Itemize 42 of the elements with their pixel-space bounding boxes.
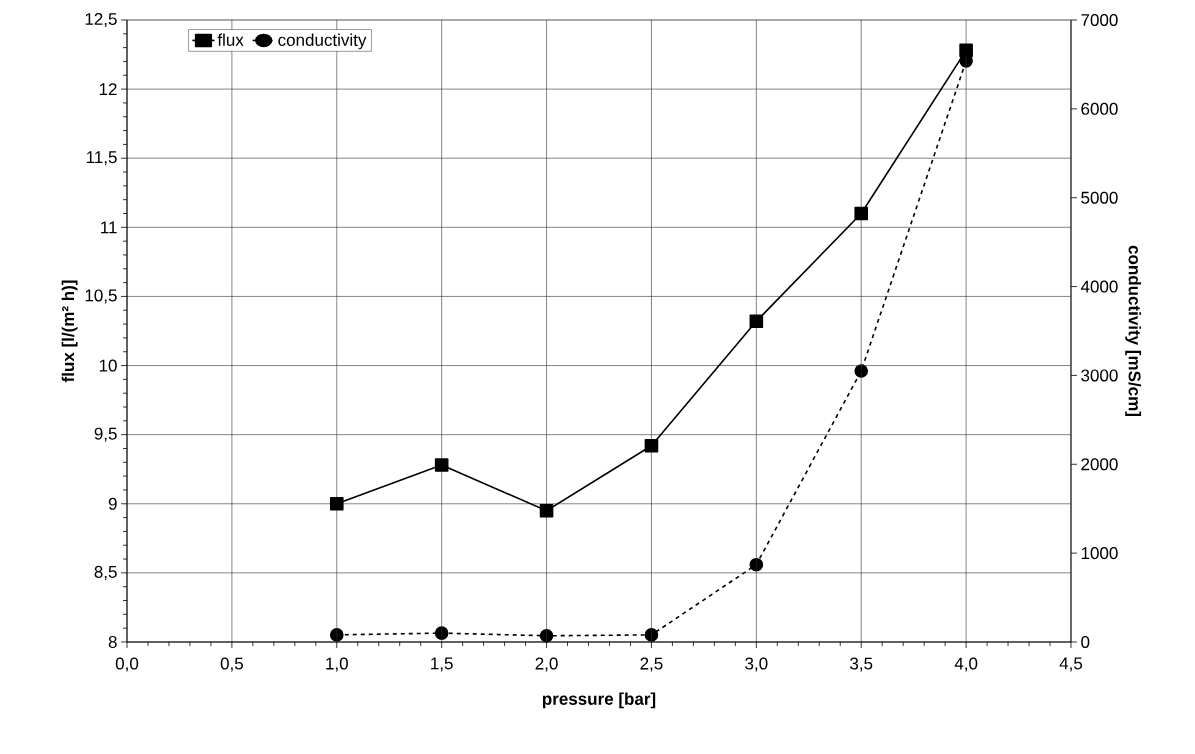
x-tick-label: 3,0 — [745, 657, 768, 672]
y2-tick-label: 4000 — [1080, 280, 1118, 293]
y2-tick-label: 5000 — [1081, 191, 1118, 204]
y-axis-title: flux [l/(m² h)] — [61, 280, 78, 383]
y-tick-label: 12,5 — [85, 12, 117, 28]
y-tick-label: 9 — [108, 497, 117, 510]
x-tick-label: 0,5 — [220, 657, 243, 672]
y2-tick-label: 1000 — [1081, 547, 1118, 560]
y-tick-label: 12 — [99, 83, 117, 96]
point — [749, 557, 764, 572]
y2-tick-label: 2000 — [1081, 458, 1118, 471]
y-tick-label: 8,5 — [94, 565, 117, 580]
y2-tick-label: 6000 — [1081, 102, 1118, 115]
point — [854, 206, 869, 221]
x-tick-label: 1,0 — [326, 657, 348, 672]
point — [329, 628, 344, 642]
point — [644, 438, 659, 453]
y2-tick-label: 0 — [1081, 635, 1090, 649]
point — [434, 458, 449, 472]
point — [329, 496, 344, 511]
x-tick-label: 0,0 — [115, 657, 139, 672]
y-tick-label: 8 — [108, 635, 117, 649]
point — [749, 314, 764, 329]
x-tick-label: 1,5 — [431, 657, 453, 672]
y2-axis-title: conductivity [mS/cm] — [1125, 245, 1142, 416]
y-tick-label: 9,5 — [94, 427, 117, 442]
x-tick-label: 2,0 — [535, 657, 558, 672]
y-tick-label: 10,5 — [85, 289, 117, 304]
y-tick-label: 11 — [101, 221, 117, 234]
y2-tick-label: 7000 — [1081, 13, 1118, 27]
x-tick-label: 3,5 — [850, 657, 873, 672]
y2-tick-label: 3000 — [1081, 369, 1118, 382]
y-tick-label: 11,5 — [86, 151, 117, 166]
legend-label: conductivity — [278, 33, 367, 50]
point — [959, 43, 973, 58]
x-axis-title: pressure [bar] — [542, 692, 656, 709]
x-tick-label: 4,5 — [1059, 657, 1083, 672]
point — [539, 503, 554, 518]
x-tick-label: 4,0 — [954, 657, 978, 672]
y-tick-label: 10 — [99, 359, 117, 372]
x-tick-label: 2,5 — [640, 657, 663, 672]
legend-label: flux — [217, 33, 244, 47]
